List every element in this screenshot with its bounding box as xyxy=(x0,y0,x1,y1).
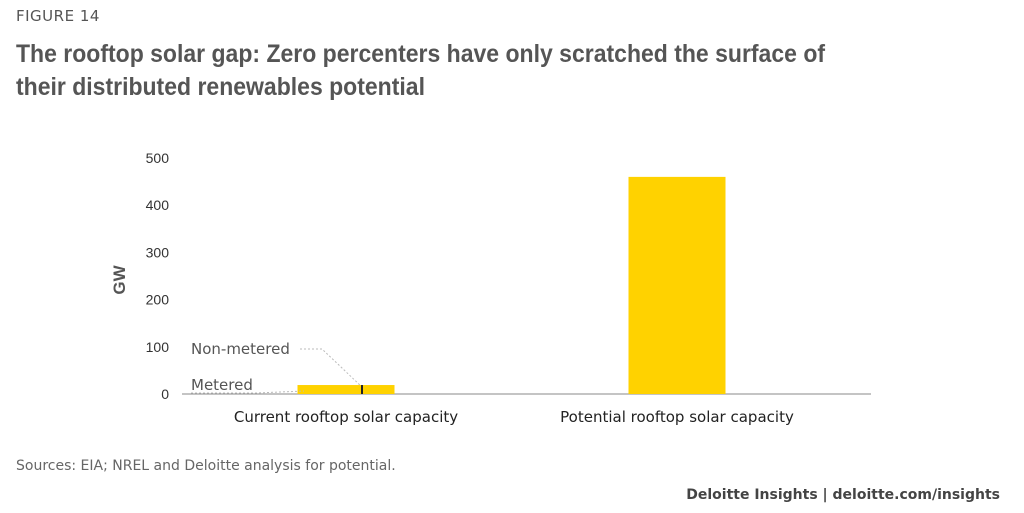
category-labels: Current rooftop solar capacity Potential … xyxy=(234,408,794,426)
figure-label: FIGURE 14 xyxy=(16,7,100,25)
y-axis-label: GW xyxy=(110,264,129,294)
y-tick-label: 500 xyxy=(146,150,170,166)
chart-title: The rooftop solar gap: Zero percenters h… xyxy=(16,40,826,101)
y-tick-label: 300 xyxy=(146,244,170,260)
metered-leader-line xyxy=(191,390,305,394)
y-axis-ticks: 500 400 300 200 100 0 xyxy=(146,150,170,402)
bar xyxy=(628,176,726,394)
annotations: Non-metered Metered xyxy=(191,340,363,394)
sources-note: Sources: EIA; NREL and Deloitte analysis… xyxy=(16,458,396,474)
footer-credit: Deloitte Insights | deloitte.com/insight… xyxy=(686,487,1000,503)
y-tick-label: 100 xyxy=(146,339,170,355)
bars xyxy=(297,176,726,394)
metered-label: Metered xyxy=(191,376,253,394)
x-category-label: Potential rooftop solar capacity xyxy=(560,408,794,426)
x-category-label: Current rooftop solar capacity xyxy=(234,408,458,426)
non-metered-label: Non-metered xyxy=(191,340,290,358)
y-tick-label: 400 xyxy=(146,197,170,213)
y-tick-label: 200 xyxy=(146,292,170,308)
bar xyxy=(297,385,395,394)
y-tick-label: 0 xyxy=(161,386,169,402)
non-metered-leader-line xyxy=(300,348,363,388)
